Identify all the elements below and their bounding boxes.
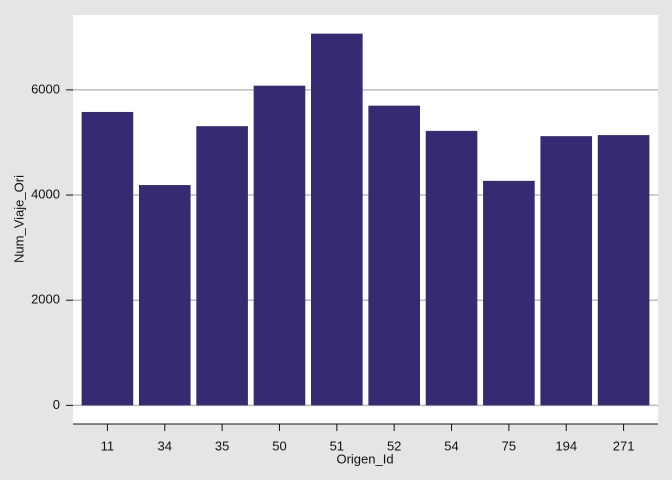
bar — [196, 126, 248, 406]
x-tick-label: 51 — [330, 438, 344, 453]
x-tick-label: 54 — [444, 438, 458, 453]
bar — [540, 136, 593, 406]
y-tick-label: 2000 — [31, 292, 60, 307]
y-tick-label: 0 — [53, 397, 60, 412]
y-tick-label: 4000 — [31, 186, 60, 201]
x-tick-label: 50 — [272, 438, 286, 453]
x-axis-title: Origen_Id — [336, 451, 393, 466]
bar — [81, 111, 134, 406]
bar — [138, 185, 191, 406]
x-tick-label: 75 — [502, 438, 516, 453]
y-tick-label: 6000 — [31, 81, 60, 96]
x-tick-label: 11 — [101, 438, 115, 453]
bar — [311, 33, 363, 406]
bar — [597, 135, 650, 406]
x-tick-label: 34 — [158, 438, 172, 453]
x-tick-label: 52 — [387, 438, 401, 453]
x-tick-label: 35 — [215, 438, 229, 453]
x-tick-label: 194 — [555, 438, 577, 453]
bar — [253, 85, 306, 406]
bar — [483, 180, 535, 406]
y-axis-title: Num_Viaje_Ori — [11, 175, 26, 263]
bar — [368, 105, 420, 406]
bar — [425, 130, 478, 406]
x-tick-label: 271 — [613, 438, 635, 453]
